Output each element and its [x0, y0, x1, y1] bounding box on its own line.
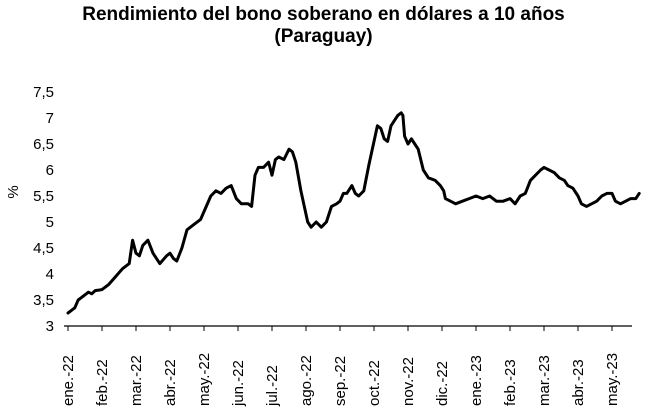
y-tick-label: 5 — [46, 214, 54, 231]
x-tick-label: ene.-22 — [60, 355, 77, 406]
chart-title-line2: (Paraguay) — [274, 26, 373, 47]
y-tick-label: 7 — [46, 110, 54, 127]
x-tick-label: feb.-23 — [502, 359, 519, 406]
y-axis-label: % — [5, 185, 22, 198]
x-tick-label: mar.-23 — [536, 355, 553, 406]
x-tick-label: jul.-22 — [264, 365, 281, 407]
y-tick-label: 6,5 — [33, 136, 54, 153]
x-tick-label: nov.-22 — [400, 357, 417, 406]
x-tick-label: feb.-22 — [94, 359, 111, 406]
y-tick-label: 3,5 — [33, 292, 54, 309]
y-tick-label: 6 — [46, 162, 54, 179]
series-line — [66, 111, 641, 315]
x-tick-label: ene.-23 — [468, 355, 485, 406]
x-tick-label: abr.-23 — [570, 359, 587, 406]
y-tick-label: 4,5 — [33, 240, 54, 257]
x-tick-label: may.-22 — [196, 353, 213, 406]
x-tick-label: dic.-22 — [434, 361, 451, 406]
x-tick-label: oct.-22 — [366, 360, 383, 406]
chart-title-line1: Rendimiento del bono soberano en dólares… — [82, 4, 565, 25]
x-tick-label: ago.-22 — [298, 355, 315, 406]
y-tick-label: 4 — [46, 266, 54, 283]
x-tick-label: may.-23 — [604, 353, 621, 406]
x-tick-label: jun.-22 — [230, 360, 247, 407]
chart-title: Rendimiento del bono soberano en dólares… — [0, 4, 647, 48]
y-tick-label: 7,5 — [33, 84, 54, 101]
x-tick-label: abr.-22 — [162, 359, 179, 406]
y-tick-label: 3 — [46, 318, 54, 335]
y-tick-label: 5,5 — [33, 188, 54, 205]
x-tick-label: mar.-22 — [128, 355, 145, 406]
x-tick-label: sep.-22 — [332, 356, 349, 406]
